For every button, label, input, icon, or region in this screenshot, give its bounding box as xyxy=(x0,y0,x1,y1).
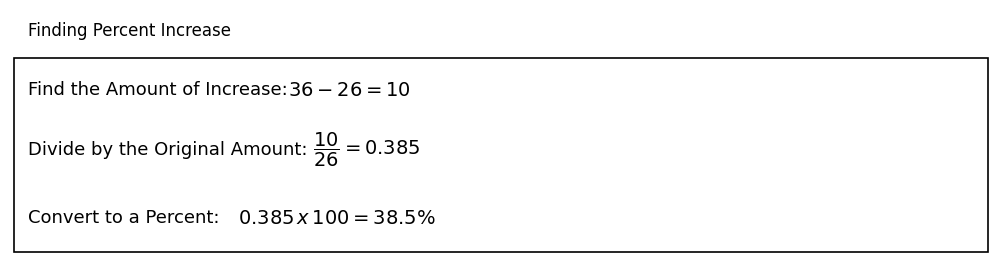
Text: $0.385\, x\, 100 = 38.5\%$: $0.385\, x\, 100 = 38.5\%$ xyxy=(238,209,436,228)
Text: Divide by the Original Amount:: Divide by the Original Amount: xyxy=(28,141,319,159)
Bar xyxy=(14,58,988,252)
Text: $36 - 26 = 10$: $36 - 26 = 10$ xyxy=(288,80,411,99)
Text: Finding Percent Increase: Finding Percent Increase xyxy=(28,22,231,40)
Text: $\dfrac{10}{26} = 0.385$: $\dfrac{10}{26} = 0.385$ xyxy=(313,131,421,169)
Text: Convert to a Percent:: Convert to a Percent: xyxy=(28,209,231,227)
Text: Find the Amount of Increase:: Find the Amount of Increase: xyxy=(28,81,300,99)
